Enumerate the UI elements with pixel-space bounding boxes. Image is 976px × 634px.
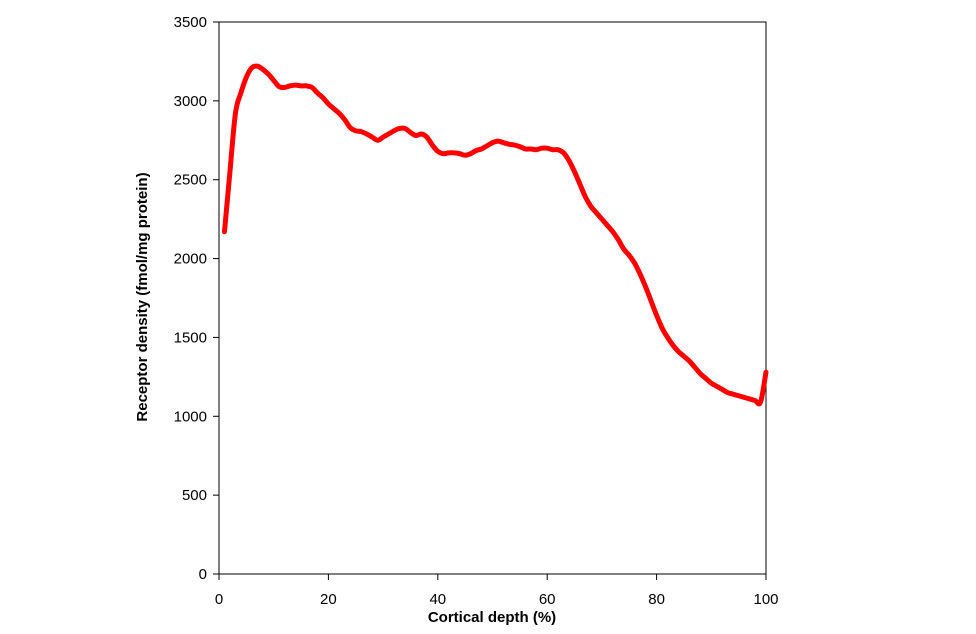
series-layer xyxy=(221,63,769,407)
x-axis-title: Cortical depth (%) xyxy=(428,609,556,626)
plot-area xyxy=(218,21,767,575)
y-axis-title: Receptor density (fmol/mg protein) xyxy=(134,172,151,421)
series-line xyxy=(221,63,769,407)
y-tick-label: 2000 xyxy=(174,251,207,268)
x-tick-label: 40 xyxy=(429,591,446,608)
y-tick-label: 3500 xyxy=(174,14,207,31)
x-tick-label: 60 xyxy=(539,591,556,608)
y-tick-label: 3000 xyxy=(174,93,207,110)
x-axis-ticks: 0 20 40 60 80 100 xyxy=(215,574,779,608)
x-tick-label: 20 xyxy=(320,591,337,608)
x-tick-label: 80 xyxy=(648,591,665,608)
x-tick-label: 100 xyxy=(753,591,778,608)
y-tick-label: 1500 xyxy=(174,329,207,346)
x-tick-label: 0 xyxy=(215,591,223,608)
y-tick-label: 1000 xyxy=(174,408,207,425)
y-tick-label: 0 xyxy=(199,566,207,583)
y-tick-label: 500 xyxy=(182,487,207,504)
y-tick-label: 2500 xyxy=(174,172,207,189)
y-axis-ticks: 0 500 1000 1500 2000 2500 3000 3500 xyxy=(174,14,219,583)
